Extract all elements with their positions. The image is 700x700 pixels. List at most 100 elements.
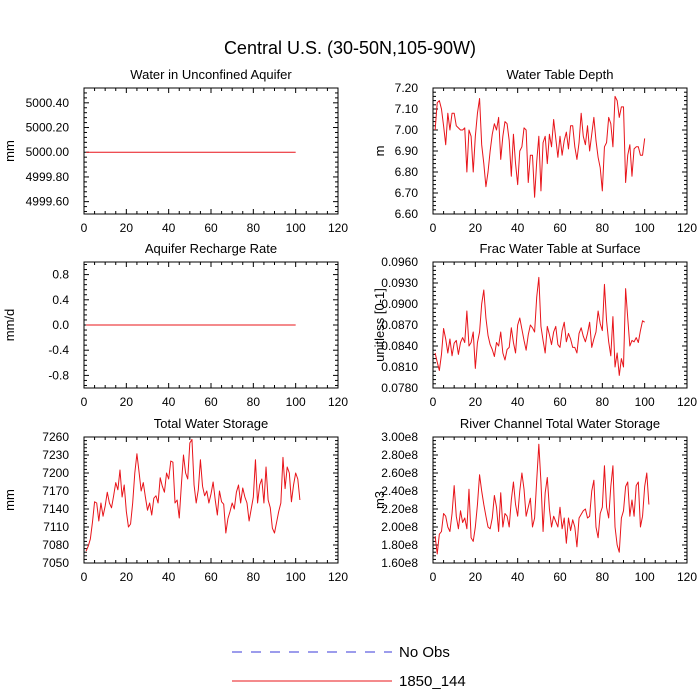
x-tick-label: 0 (81, 570, 88, 584)
panel-3: Aquifer Recharge Rate 0 20 40 60 80 100 120 -0.8… (2, 241, 348, 409)
legend-label-no-obs: No Obs (399, 644, 450, 661)
y-tick-label: 7170 (42, 484, 69, 498)
y-axis-label: mm/d (2, 309, 17, 342)
x-tick-label: 40 (162, 570, 176, 584)
series-line-1850_144 (434, 276, 645, 376)
x-tick-label: 0 (430, 395, 437, 409)
y-axis-label: unitless [0-1] (372, 288, 387, 362)
x-tick-label: 100 (635, 395, 655, 409)
y-tick-label: 0.0960 (381, 255, 418, 269)
x-tick-label: 40 (162, 395, 176, 409)
series-line-1850_144 (434, 443, 650, 555)
x-tick-label: 80 (596, 570, 610, 584)
x-tick-label: 80 (247, 221, 261, 235)
y-tick-label: 7230 (42, 448, 69, 462)
x-tick-label: 0 (430, 570, 437, 584)
plot-frame (432, 87, 688, 215)
x-tick-label: 100 (635, 221, 655, 235)
y-tick-label: 0.0870 (381, 318, 418, 332)
y-tick-label: 0.0 (52, 318, 69, 332)
y-tick-label: 2.60e8 (381, 466, 418, 480)
y-tick-label: -0.4 (48, 343, 69, 357)
y-tick-label: 0.0810 (381, 360, 418, 374)
y-tick-label: 0.0900 (381, 297, 418, 311)
panel-4: Frac Water Table at Surface 0 20 40 60 80 100 1… (372, 241, 697, 409)
y-tick-label: 4999.60 (26, 195, 70, 209)
x-tick-label: 40 (162, 221, 176, 235)
series-line-1850_144 (434, 95, 646, 198)
y-axis-label: m (372, 146, 387, 157)
y-tick-label: 2.20e8 (381, 502, 418, 516)
x-tick-label: 40 (511, 570, 525, 584)
y-tick-label: 5000.40 (26, 96, 70, 110)
x-tick-label: 100 (286, 395, 306, 409)
y-tick-label: 2.00e8 (381, 520, 418, 534)
y-tick-label: 0.4 (52, 293, 69, 307)
x-tick-label: 20 (469, 395, 483, 409)
panel-title: Aquifer Recharge Rate (145, 241, 277, 256)
y-tick-label: 1.80e8 (381, 538, 418, 552)
x-tick-label: 60 (204, 395, 218, 409)
x-tick-label: 60 (553, 221, 567, 235)
panel-5: Total Water Storage 0 20 40 60 80 100 120 7050 70… (2, 416, 348, 584)
x-tick-label: 60 (204, 221, 218, 235)
y-tick-label: 7080 (42, 538, 69, 552)
y-tick-label: 7200 (42, 466, 69, 480)
plot-frame (432, 261, 688, 389)
x-tick-label: 20 (469, 570, 483, 584)
x-tick-label: 80 (596, 395, 610, 409)
y-tick-label: 5000.20 (26, 121, 70, 135)
x-tick-label: 100 (286, 221, 306, 235)
y-tick-label: 0.0930 (381, 276, 418, 290)
x-tick-label: 40 (511, 221, 525, 235)
x-tick-label: 0 (81, 395, 88, 409)
legend-label-1850-144: 1850_144 (399, 673, 466, 690)
x-tick-label: 60 (204, 570, 218, 584)
y-tick-label: 4999.80 (26, 170, 70, 184)
x-tick-label: 60 (553, 395, 567, 409)
y-tick-label: 2.80e8 (381, 448, 418, 462)
y-tick-label: 6.80 (395, 165, 419, 179)
panel-1: Water in Unconfined Aquifer 0 20 40 60 80 100 1… (2, 67, 348, 235)
panel-title: Water Table Depth (507, 67, 614, 82)
y-tick-label: 7050 (42, 556, 69, 570)
y-tick-label: 0.0840 (381, 339, 418, 353)
y-tick-label: 6.90 (395, 144, 419, 158)
x-tick-label: 120 (677, 395, 697, 409)
x-tick-label: 60 (553, 570, 567, 584)
x-tick-label: 80 (247, 570, 261, 584)
y-axis-label: mm (2, 489, 17, 511)
y-tick-label: -0.8 (48, 368, 69, 382)
y-tick-label: 7140 (42, 502, 69, 516)
x-tick-label: 80 (596, 221, 610, 235)
plot-frame (83, 87, 339, 215)
panel-title: River Channel Total Water Storage (460, 416, 660, 431)
y-tick-label: 7110 (43, 520, 69, 534)
y-tick-label: 2.40e8 (381, 484, 418, 498)
x-tick-label: 0 (430, 221, 437, 235)
x-tick-label: 100 (635, 570, 655, 584)
y-tick-label: 7.00 (395, 123, 419, 137)
x-tick-label: 20 (120, 570, 134, 584)
panel-title: Total Water Storage (154, 416, 268, 431)
y-axis-label: mm (2, 140, 17, 162)
x-tick-label: 120 (328, 221, 348, 235)
x-tick-label: 80 (247, 395, 261, 409)
panel-6: River Channel Total Water Storage 0 20 40 60… (372, 416, 697, 584)
y-tick-label: 5000.00 (26, 145, 70, 159)
x-tick-label: 20 (120, 395, 134, 409)
panels: Water in Unconfined Aquifer 0 20 40 60 80 100 1… (2, 67, 697, 584)
y-tick-label: 7260 (42, 430, 69, 444)
x-tick-label: 100 (286, 570, 306, 584)
y-tick-label: 1.60e8 (381, 556, 418, 570)
x-tick-label: 40 (511, 395, 525, 409)
x-tick-label: 20 (469, 221, 483, 235)
panel-title: Frac Water Table at Surface (479, 241, 640, 256)
y-tick-label: 0.0780 (381, 381, 418, 395)
y-tick-label: 6.70 (395, 186, 419, 200)
x-tick-label: 20 (120, 221, 134, 235)
x-tick-label: 120 (328, 570, 348, 584)
x-tick-label: 120 (328, 395, 348, 409)
x-tick-label: 0 (81, 221, 88, 235)
